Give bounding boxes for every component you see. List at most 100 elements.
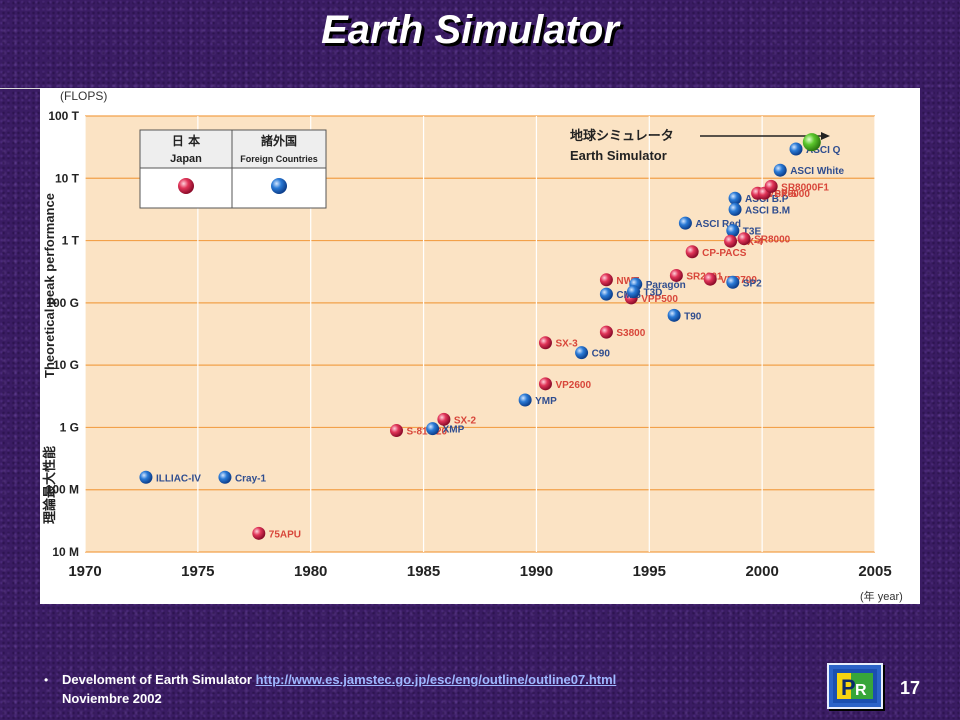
pr-logo-graphic: P R [833, 669, 877, 703]
performance-chart: 10 M 100 M 1 G 10 G 100 G 1 T 10 T 100 T 1970 197… [40, 88, 920, 604]
earth-simulator-annotation: 地球シミュレータ Earth Simulator [570, 128, 830, 163]
y-tick-label: 100 G [46, 296, 79, 310]
y-axis-title: Theoretical peak performance [42, 193, 57, 378]
legend-japan-en: Japan [170, 153, 202, 165]
data-point [437, 412, 451, 426]
footer-date: Noviembre 2002 [62, 691, 162, 706]
data-point [728, 202, 742, 216]
data-point [626, 285, 640, 299]
legend-japan-ja: 日 本 [172, 133, 200, 148]
x-tick-label: 1990 [520, 563, 553, 580]
point-label: ILLIAC-IV [156, 473, 201, 484]
data-point [737, 232, 751, 246]
legend: 日 本 Japan 諸外国 Foreign Countries [139, 129, 327, 209]
footer-bullet: • [44, 673, 49, 687]
point-label: CP-PACS [702, 248, 747, 259]
y-tick-label: 10 M [52, 545, 79, 559]
footer-link[interactable]: http://www.es.jamstec.go.jp/esc/eng/outl… [255, 672, 617, 687]
legend-foreign-en: Foreign Countries [240, 154, 318, 164]
data-point [726, 224, 740, 238]
x-tick-label: 1970 [68, 563, 101, 580]
data-point [789, 142, 803, 156]
legend-header-bg [139, 129, 327, 169]
data-point [518, 393, 532, 407]
data-point [667, 308, 681, 322]
point-label: SX-5 [774, 189, 797, 200]
point-label: SX-4 [741, 237, 764, 248]
x-tick-label: 1995 [633, 563, 666, 580]
data-point [773, 163, 787, 177]
data-point [538, 336, 552, 350]
data-point [724, 234, 738, 248]
point-label: C90 [592, 349, 611, 360]
data-point [252, 526, 266, 540]
pr-logo-icon[interactable]: P R [827, 663, 883, 709]
footer-reference: Develoment of Earth Simulator http://www… [62, 672, 616, 687]
point-label: SX-2 [454, 415, 477, 426]
legend-foreign-marker [271, 178, 287, 194]
y-tick-label: 10 T [55, 171, 80, 185]
data-point [726, 275, 740, 289]
y-axis-title-ja: 理論最大性能 [42, 446, 58, 524]
data-point [599, 273, 613, 287]
x-tick-label: 2000 [745, 563, 778, 580]
y-tick-label: 1 G [60, 420, 79, 434]
data-point [802, 133, 821, 152]
title-divider [0, 88, 40, 89]
svg-text:R: R [855, 682, 867, 699]
point-label: S3800 [616, 328, 645, 339]
x-tick-label: 1980 [294, 563, 327, 580]
data-point [538, 377, 552, 391]
x-tick-label: 1975 [181, 563, 214, 580]
data-point [678, 216, 692, 230]
y-tick-label: 100 M [46, 483, 79, 497]
point-label: SX-3 [555, 339, 578, 350]
y-tick-label: 10 G [53, 358, 79, 372]
data-point [575, 346, 589, 360]
point-label: VP2600 [555, 380, 591, 391]
tick-layer: 10 M 100 M 1 G 10 G 100 G 1 T 10 T 100 T 1970 197… [46, 109, 892, 580]
chart-svg: 10 M 100 M 1 G 10 G 100 G 1 T 10 T 100 T 1970 197… [40, 88, 920, 604]
data-point [599, 287, 613, 301]
point-label: Paragon [646, 280, 686, 291]
point-label: T3E [743, 227, 762, 238]
data-point [703, 272, 717, 286]
data-point [685, 245, 699, 259]
data-point [218, 470, 232, 484]
annotation-en: Earth Simulator [570, 148, 667, 163]
data-point [669, 268, 683, 282]
point-label: T90 [684, 311, 702, 322]
point-label: VPP5000 [768, 189, 811, 200]
point-label: ASCI White [790, 166, 844, 177]
point-label: Cray-1 [235, 473, 267, 484]
point-label: ASCI B.M [745, 205, 790, 216]
x-tick-label: 2005 [858, 563, 891, 580]
point-label: ASCI B.P [745, 194, 789, 205]
svg-text:P: P [841, 675, 856, 700]
point-label: NWT [616, 276, 639, 287]
point-label: SP2 [743, 278, 762, 289]
x-tick-label: 1985 [407, 563, 440, 580]
legend-japan-marker [178, 178, 194, 194]
footer: • Develoment of Earth Simulator http://w… [0, 670, 960, 720]
footer-text: Develoment of Earth Simulator [62, 672, 252, 687]
point-label: VPP500 [641, 294, 678, 305]
y-tick-label: 100 T [48, 109, 79, 123]
data-point [599, 325, 613, 339]
point-label: T3D [643, 288, 662, 299]
data-point [764, 179, 778, 193]
data-point [139, 470, 153, 484]
point-label: YMP [535, 396, 557, 407]
x-unit-label: (年 year) [860, 589, 903, 603]
slide-title: Earth Simulator [321, 8, 619, 52]
point-label: SR8000 [754, 235, 791, 246]
annotation-ja: 地球シミュレータ [570, 128, 674, 144]
data-point [728, 191, 742, 205]
point-label: XMP [443, 425, 465, 436]
point-label: SR8000F1 [781, 182, 829, 193]
slide-number: 17 [900, 678, 921, 698]
data-point [389, 424, 403, 438]
grid-layer [84, 115, 876, 553]
data-point [426, 422, 440, 436]
